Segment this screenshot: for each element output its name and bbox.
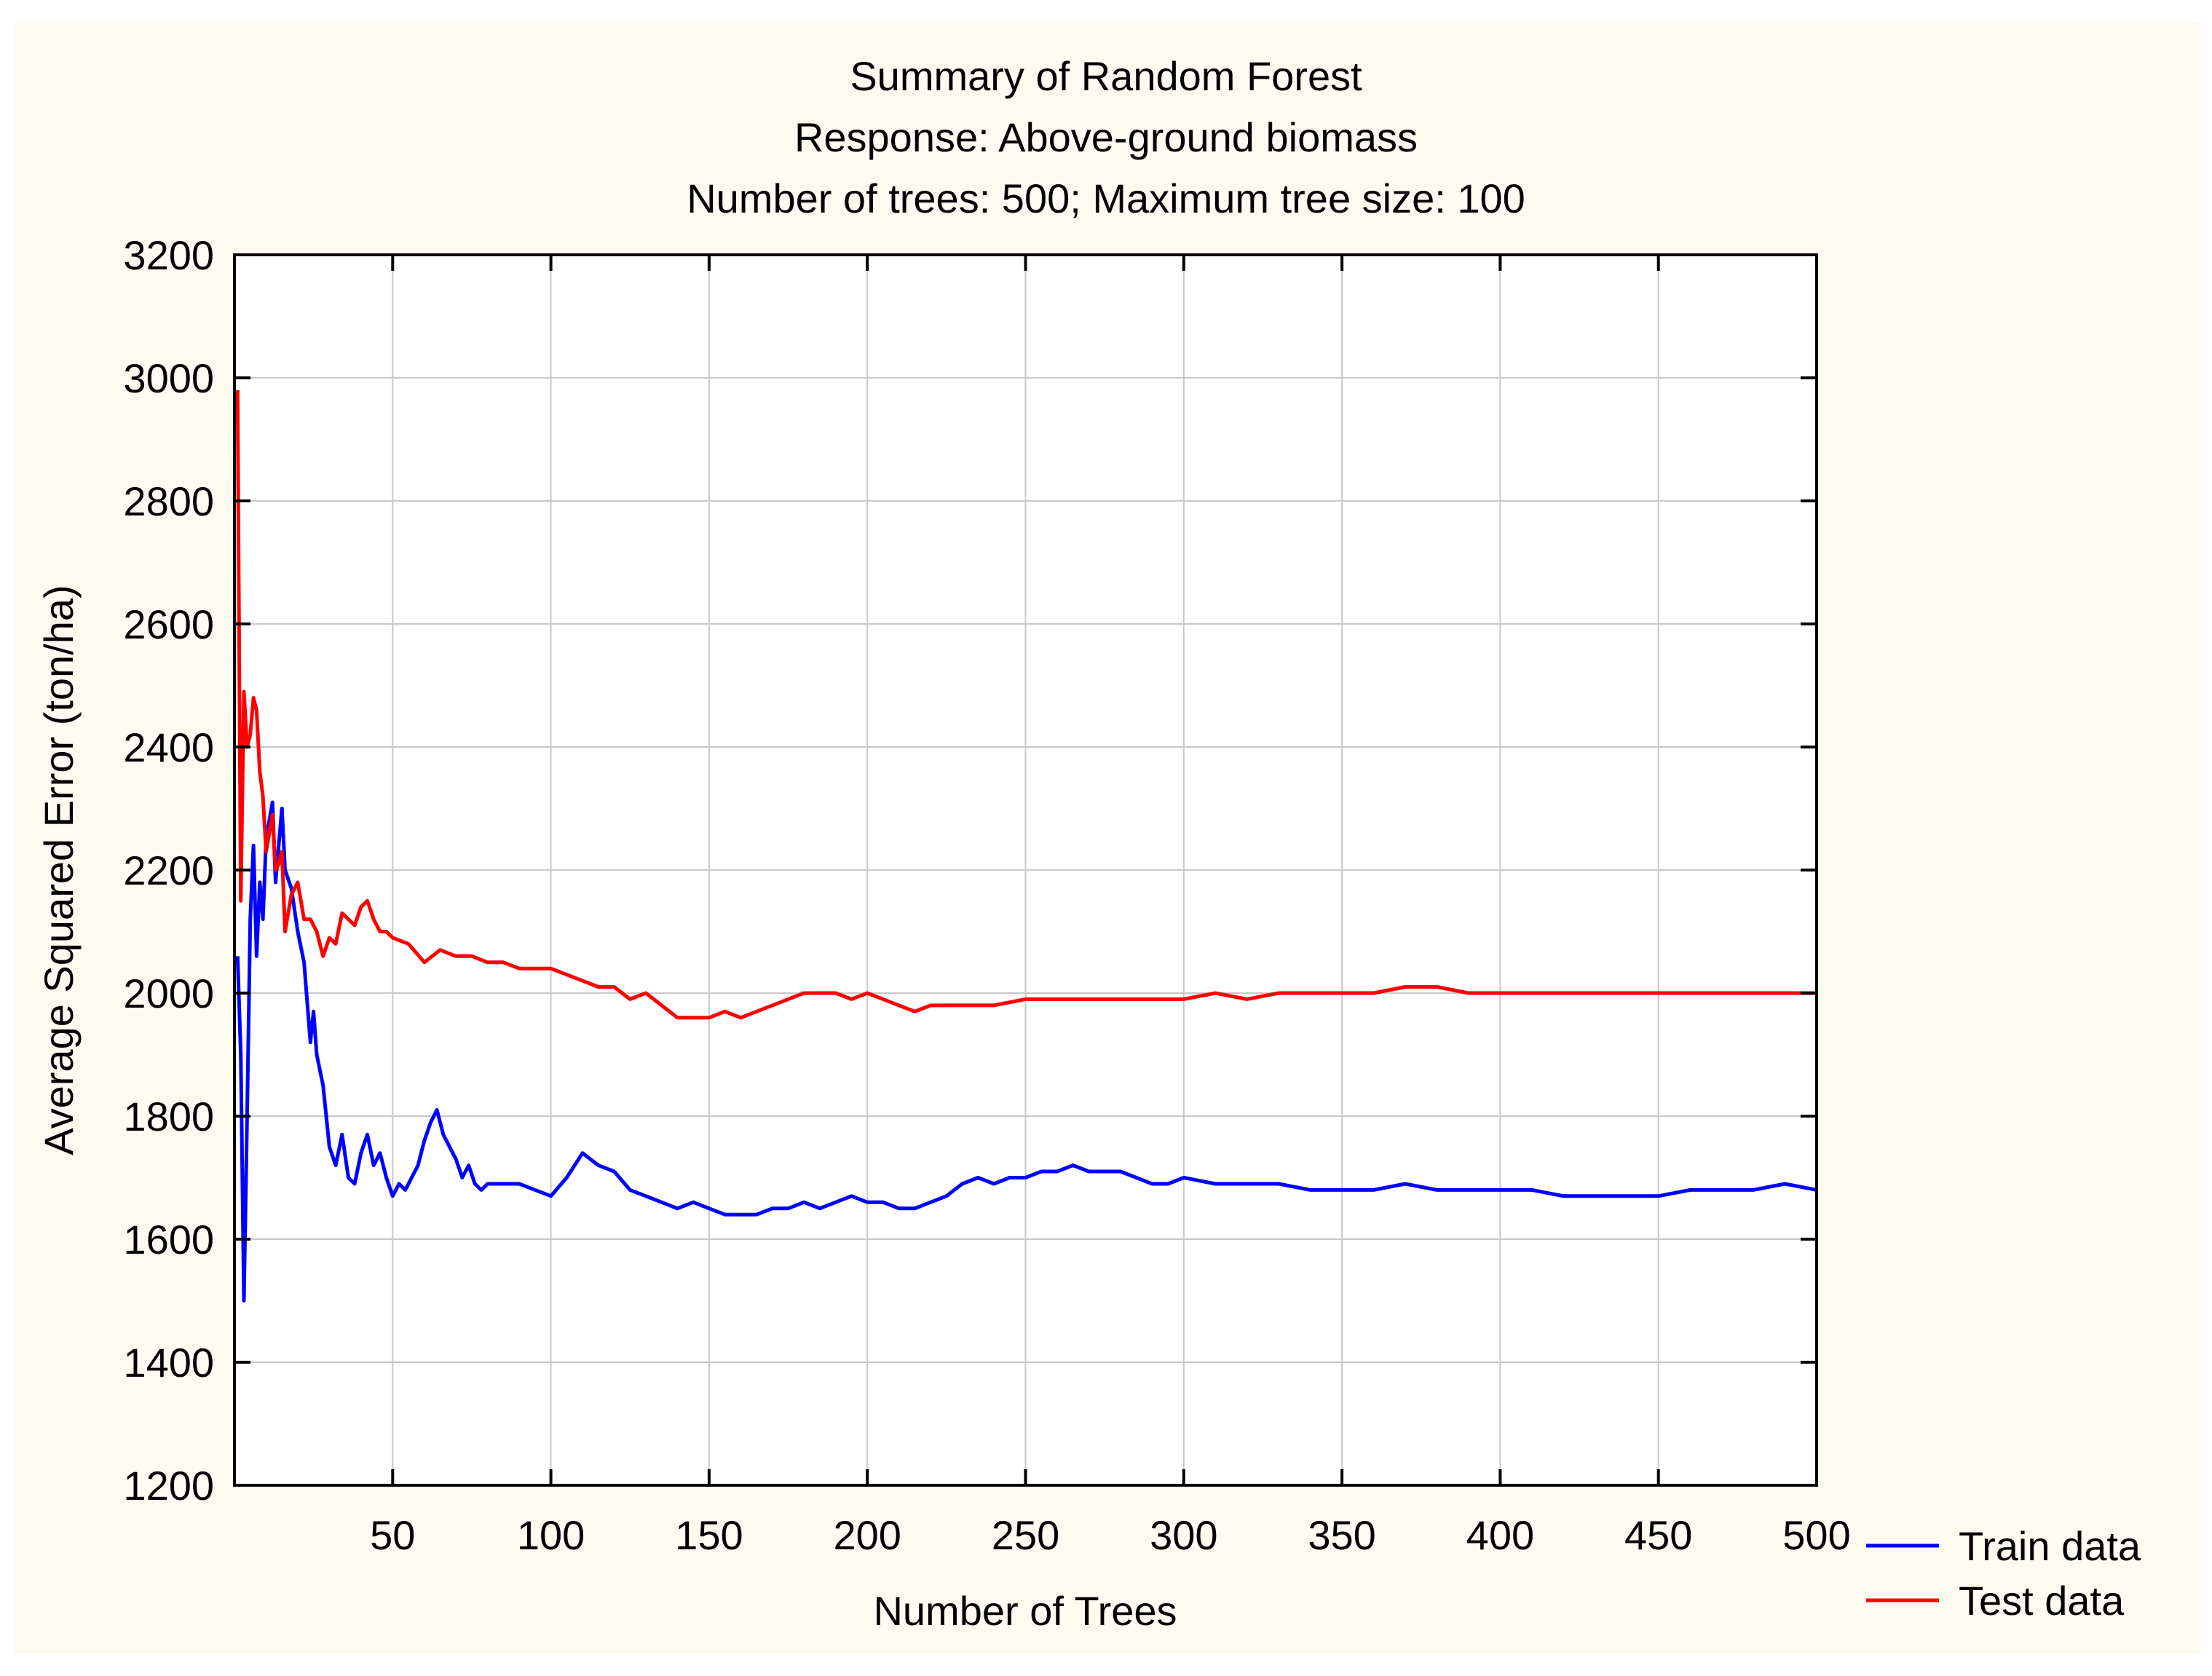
- series-line-test: [235, 390, 1817, 1020]
- x-tick-label: 150: [675, 1512, 743, 1558]
- y-tick-label: 1400: [123, 1340, 214, 1386]
- legend-label-train: Train data: [1959, 1523, 2141, 1569]
- y-tick-label: 1600: [123, 1217, 214, 1262]
- legend: Train data Test data: [1866, 1523, 2141, 1624]
- x-tick-label: 500: [1782, 1512, 1850, 1558]
- gridlines: [234, 255, 1817, 1485]
- chart-title-line-3: Number of trees: 500; Maximum tree size:…: [687, 175, 1525, 221]
- series-line-train: [235, 800, 1817, 1303]
- x-tick-label: 350: [1308, 1512, 1375, 1558]
- x-axis-label: Number of Trees: [873, 1588, 1177, 1634]
- y-tick-label: 2200: [123, 847, 214, 893]
- y-axis: 1200 1400 1600 1800 2000 2200 2400 2600 2800 3000…: [123, 232, 1817, 1509]
- y-tick-label: 1200: [123, 1463, 214, 1509]
- series-group: [235, 390, 1817, 1303]
- y-tick-label: 2000: [123, 971, 214, 1016]
- y-tick-label: 3000: [123, 355, 214, 401]
- x-tick-label: 300: [1150, 1512, 1217, 1558]
- legend-label-test: Test data: [1959, 1578, 2125, 1624]
- y-tick-label: 3200: [123, 232, 214, 278]
- x-axis: 50 100 150 200 250 300 350 400 450 500: [370, 255, 1851, 1558]
- y-tick-label: 1800: [123, 1094, 214, 1139]
- chart-title-line-1: Summary of Random Forest: [850, 53, 1362, 99]
- x-tick-label: 400: [1466, 1512, 1534, 1558]
- x-tick-label: 450: [1624, 1512, 1692, 1558]
- chart-title-line-2: Response: Above-ground biomass: [794, 114, 1418, 160]
- y-tick-label: 2600: [123, 601, 214, 647]
- x-tick-label: 50: [370, 1512, 415, 1558]
- x-tick-label: 250: [992, 1512, 1059, 1558]
- x-tick-label: 100: [517, 1512, 585, 1558]
- y-tick-label: 2400: [123, 724, 214, 770]
- y-axis-label: Average Squared Error (ton/ha): [36, 585, 82, 1155]
- y-tick-label: 2800: [123, 478, 214, 524]
- x-tick-label: 200: [833, 1512, 901, 1558]
